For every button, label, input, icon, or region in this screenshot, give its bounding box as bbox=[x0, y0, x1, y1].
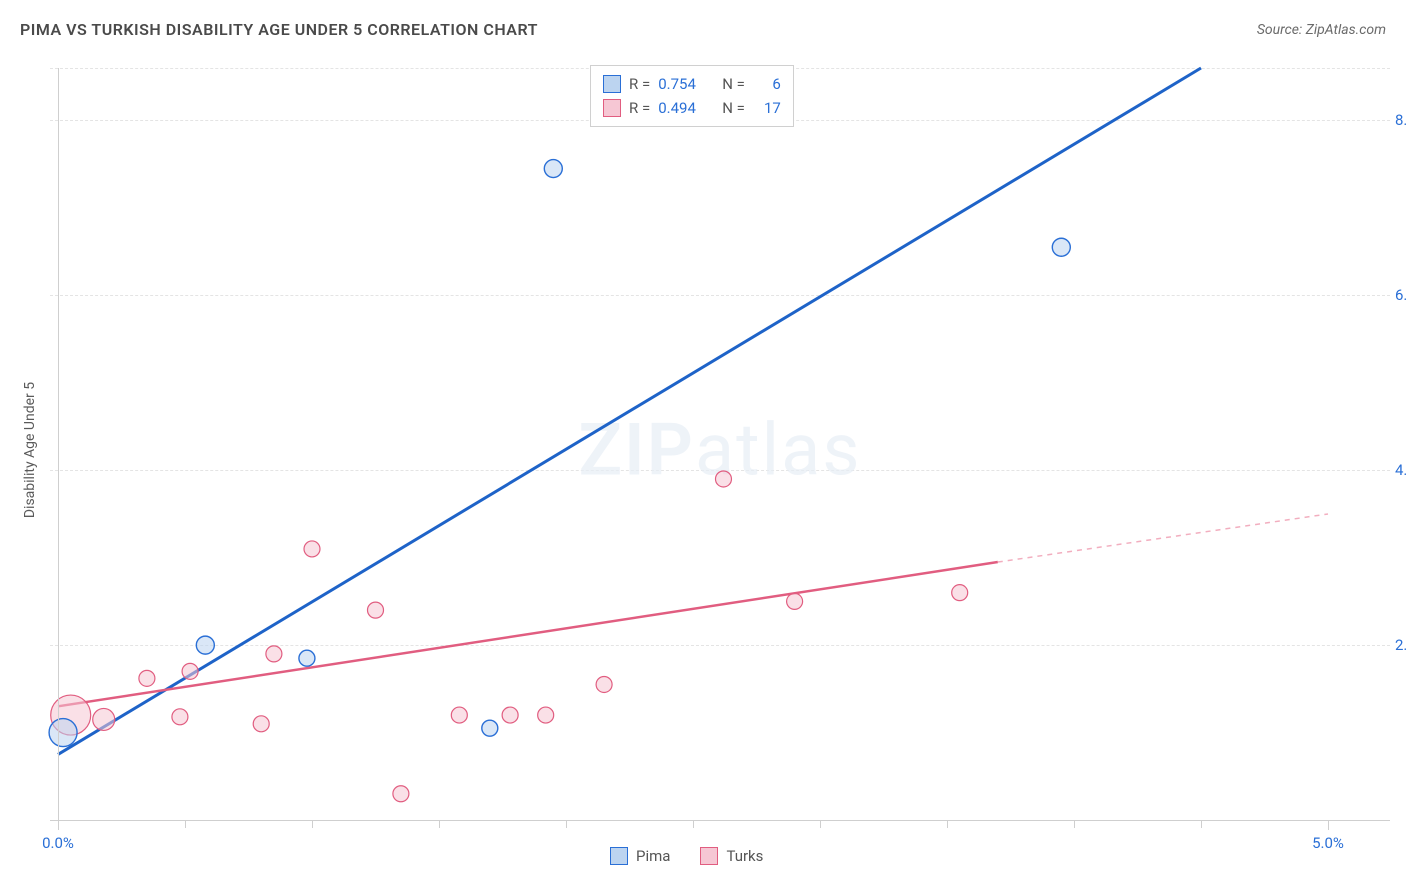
legend-r-label: R = bbox=[629, 96, 650, 120]
legend-n-label: N = bbox=[722, 96, 745, 120]
turks-point bbox=[787, 593, 803, 609]
x-tick-minor bbox=[312, 820, 313, 828]
y-tick-label: 4.0% bbox=[1395, 461, 1406, 479]
legend-n-value: 6 bbox=[753, 72, 781, 96]
turks-point bbox=[502, 707, 518, 723]
x-tick-minor bbox=[693, 820, 694, 828]
legend-row: R = 0.754 N = 6 bbox=[603, 72, 781, 96]
legend-swatch bbox=[610, 847, 628, 865]
pima-point bbox=[196, 636, 214, 654]
pima-point bbox=[49, 719, 77, 747]
pima-point bbox=[482, 720, 498, 736]
turks-point bbox=[93, 708, 115, 730]
turks-point bbox=[172, 709, 188, 725]
x-tick-minor bbox=[566, 820, 567, 828]
legend-swatch bbox=[603, 99, 621, 117]
turks-point bbox=[253, 716, 269, 732]
y-tick-label: 2.0% bbox=[1395, 636, 1406, 654]
x-tick-label: 5.0% bbox=[1312, 834, 1344, 852]
turks-trend-line-dash bbox=[998, 514, 1328, 562]
y-axis-label: Disability Age Under 5 bbox=[22, 382, 38, 518]
turks-point bbox=[596, 676, 612, 692]
turks-point bbox=[304, 541, 320, 557]
pima-point bbox=[544, 160, 562, 178]
chart: Disability Age Under 5 2.0%4.0%6.0%8.0% … bbox=[50, 60, 1390, 840]
legend-name: Pima bbox=[636, 847, 670, 865]
pima-point bbox=[299, 650, 315, 666]
turks-point bbox=[182, 663, 198, 679]
turks-trend-line bbox=[58, 562, 998, 706]
x-tick-major bbox=[1328, 820, 1329, 830]
legend-swatch bbox=[700, 847, 718, 865]
legend-series: Pima Turks bbox=[610, 847, 763, 865]
legend-n-label: N = bbox=[722, 72, 745, 96]
turks-point bbox=[538, 707, 554, 723]
x-tick-major bbox=[58, 820, 59, 830]
x-tick-minor bbox=[820, 820, 821, 828]
legend-n-value: 17 bbox=[753, 96, 781, 120]
y-tick-label: 8.0% bbox=[1395, 111, 1406, 129]
turks-point bbox=[451, 707, 467, 723]
legend-r-value: 0.494 bbox=[658, 96, 714, 120]
turks-point bbox=[715, 471, 731, 487]
turks-point bbox=[368, 602, 384, 618]
x-axis-line bbox=[50, 820, 1390, 821]
y-axis-line bbox=[58, 68, 59, 820]
turks-point bbox=[393, 786, 409, 802]
legend-item: Turks bbox=[700, 847, 763, 865]
legend-correlation: R = 0.754 N = 6 R = 0.494 N = 17 bbox=[590, 65, 794, 127]
x-tick-minor bbox=[1201, 820, 1202, 828]
legend-r-label: R = bbox=[629, 72, 650, 96]
y-tick-label: 6.0% bbox=[1395, 286, 1406, 304]
x-tick-minor bbox=[185, 820, 186, 828]
x-tick-minor bbox=[947, 820, 948, 828]
legend-swatch bbox=[603, 75, 621, 93]
scatter-plot bbox=[50, 60, 1390, 840]
turks-point bbox=[952, 585, 968, 601]
x-tick-label: 0.0% bbox=[42, 834, 74, 852]
pima-trend-line bbox=[58, 68, 1201, 754]
turks-point bbox=[139, 670, 155, 686]
legend-row: R = 0.494 N = 17 bbox=[603, 96, 781, 120]
source-attribution: Source: ZipAtlas.com bbox=[1257, 22, 1386, 38]
page-title: PIMA VS TURKISH DISABILITY AGE UNDER 5 C… bbox=[20, 20, 538, 39]
x-tick-minor bbox=[439, 820, 440, 828]
legend-item: Pima bbox=[610, 847, 670, 865]
pima-point bbox=[1052, 238, 1070, 256]
legend-name: Turks bbox=[726, 847, 763, 865]
turks-point bbox=[266, 646, 282, 662]
x-tick-minor bbox=[1074, 820, 1075, 828]
legend-r-value: 0.754 bbox=[658, 72, 714, 96]
